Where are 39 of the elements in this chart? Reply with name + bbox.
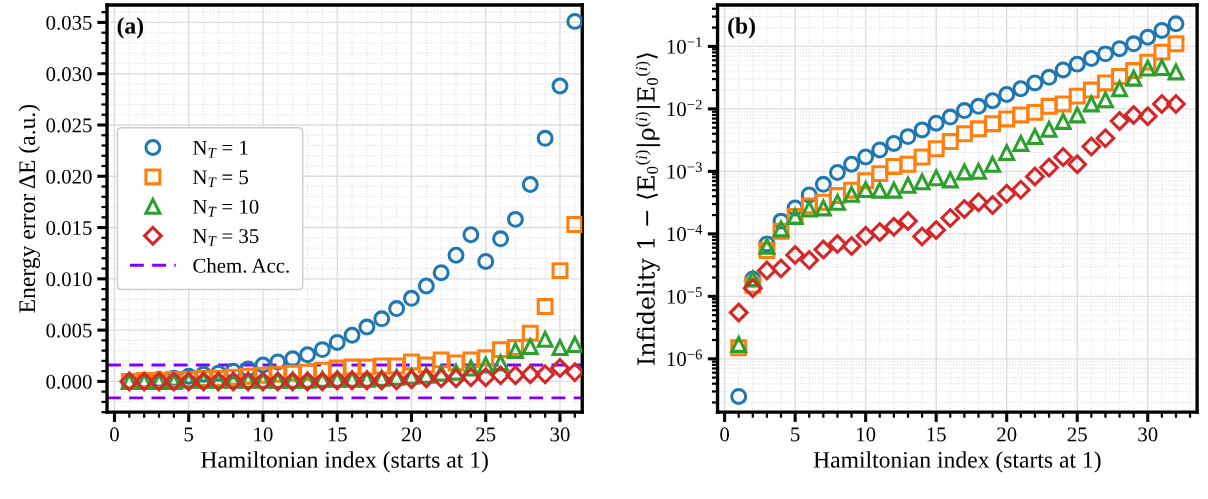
x-axis-title: Hamiltonian index (starts at 1): [201, 451, 488, 473]
legend-label: N$_{T}$ = 5: [193, 170, 249, 187]
x-tick-label: 30: [550, 427, 570, 442]
x-tick-label: 20: [401, 427, 422, 442]
x-tick-label: 20: [997, 427, 1017, 442]
x-tick-label: 25: [476, 427, 496, 442]
y-axis-title: Energy error ΔE (a.u.): [18, 104, 41, 313]
x-tick-label: 15: [927, 427, 946, 442]
x-tick-label: 30: [1138, 427, 1158, 442]
x-tick-label: 10: [254, 427, 273, 442]
y-tick-label: 0.020: [46, 169, 92, 184]
x-tick-label: 15: [328, 427, 347, 442]
legend-label: N$_{T}$ = 10: [193, 199, 259, 217]
text: Infidelity 1 − ⟨E$_{0}$$^{(i)}$|ρ$^{(i)}$|E$_{0}$$^{(i)}$⟩: [635, 53, 661, 365]
x-tick-label: 0: [720, 427, 730, 442]
y-tick-label: 10$^{−6}$: [667, 349, 702, 367]
y-tick-label: 10$^{−4}$: [667, 224, 703, 242]
y-tick-label: 0.015: [46, 220, 92, 236]
chart-title: (b): [728, 17, 755, 39]
x-tick-label: 5: [791, 427, 800, 442]
y-tick-label: 0.000: [46, 374, 92, 389]
legend-label: N$_{T}$ = 35: [193, 229, 259, 246]
y-tick-label: 10$^{−1}$: [667, 37, 702, 54]
x-tick-label: 0: [110, 427, 119, 442]
y-tick-label: 0.010: [46, 272, 92, 287]
x-tick-label: 25: [1067, 427, 1087, 442]
y-tick-label: 0.025: [46, 118, 92, 133]
x-tick-label: 10: [857, 427, 876, 442]
y-tick-label: 10$^{−3}$: [667, 162, 702, 179]
x-axis-title: Hamiltonian index (starts at 1): [813, 451, 1101, 473]
y-tick-label: 10$^{−2}$: [667, 99, 702, 117]
y-tick-label: 0.005: [46, 323, 92, 338]
legend-label: N$_{T}$ = 1: [193, 140, 248, 158]
legend-label: Chem. Acc.: [193, 258, 289, 273]
y-tick-label: 0.035: [46, 15, 92, 30]
x-tick-label: 5: [184, 427, 194, 442]
y-tick-label: 0.030: [46, 67, 92, 82]
y-tick-label: 10$^{−5}$: [667, 287, 702, 304]
chart-title: (a): [117, 17, 144, 39]
